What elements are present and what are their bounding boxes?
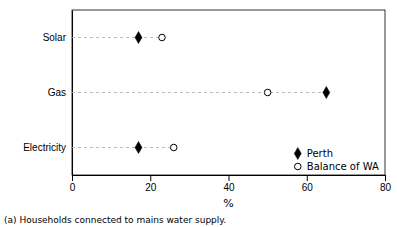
x-tick-label: 40 [223,182,235,193]
x-tick-mark [150,175,151,181]
guide-line [72,92,326,93]
x-tick-mark [229,175,230,181]
series [135,31,330,153]
x-tick: 0 [70,175,76,193]
legend-label: Perth [307,148,333,159]
legend-symbol [294,163,301,170]
x-axis-line [73,176,386,182]
dot [135,31,142,43]
y-axis: Solar Gas Electricity [23,11,72,176]
y-tick: Solar [43,32,67,43]
x-tick-mark [385,175,386,181]
dot [170,144,177,151]
dot [135,141,142,153]
legend-label: Balance of WA [307,161,379,172]
x-tick-label: 60 [302,182,314,193]
footnote: (a) Households connected to mains water … [4,215,226,225]
x-tick-mark [307,175,308,181]
legend-item: Balance of WA [294,161,379,172]
x-tick: 20 [145,175,157,193]
x-tick-label: 80 [380,182,392,193]
guide-line [72,147,174,148]
series [159,34,271,151]
x-tick: 60 [302,175,314,193]
x-tick-label: 20 [145,182,157,193]
x-axis: 0 20 40 60 80 [70,175,392,193]
chart: 0 20 40 60 80 Solar Gas Electricity Perth Balance… [0,0,397,227]
guide-line [72,37,162,38]
dot [323,86,330,98]
legend: Perth Balance of WA [294,147,379,172]
plot: 0 20 40 60 80 Solar Gas Electricity Perth Balance… [23,10,391,193]
dot [159,34,166,41]
dot [264,89,271,96]
x-tick: 40 [223,175,235,193]
legend-item: Perth [294,147,333,159]
plot-frame [72,10,385,175]
y-tick-label: Electricity [23,142,66,153]
marks [72,31,330,153]
x-tick: 80 [380,175,392,193]
x-tick-label: 0 [70,182,76,193]
x-tick-mark [72,175,73,181]
y-tick-label: Gas [48,87,66,98]
y-axis-line [72,11,73,176]
y-tick: Gas [48,87,66,98]
y-tick: Electricity [23,142,66,153]
legend-symbol [294,147,301,159]
y-tick-label: Solar [43,32,67,43]
x-axis-title: % [223,197,233,210]
